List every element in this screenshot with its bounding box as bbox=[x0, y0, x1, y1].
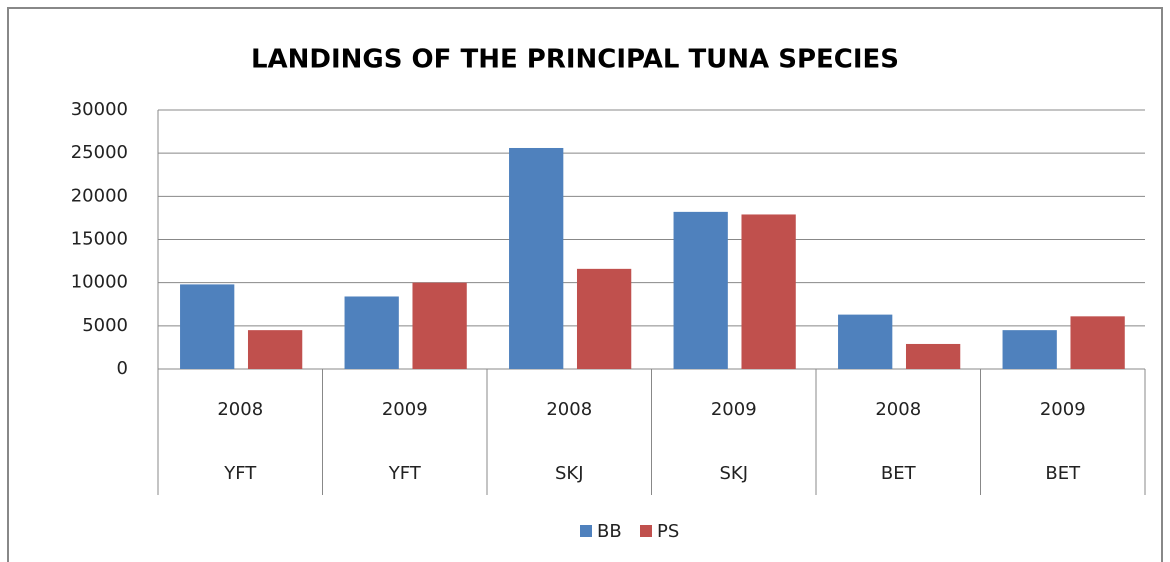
legend-label: BB bbox=[597, 521, 622, 542]
bar bbox=[247, 330, 303, 369]
y-tick-label: 10000 bbox=[71, 272, 128, 293]
bar bbox=[838, 314, 893, 369]
x-group-label: YFT bbox=[223, 463, 257, 484]
y-tick-label: 30000 bbox=[71, 99, 128, 120]
x-group-label: SKJ bbox=[719, 463, 748, 484]
bar bbox=[344, 296, 399, 369]
bar bbox=[1070, 316, 1125, 369]
x-tick-label: 2008 bbox=[875, 399, 921, 420]
x-group-label: SKJ bbox=[555, 463, 584, 484]
x-tick-label: 2009 bbox=[382, 399, 428, 420]
bar bbox=[1002, 330, 1057, 369]
x-group-label: BET bbox=[1045, 463, 1081, 484]
x-tick-label: 2008 bbox=[217, 399, 263, 420]
y-tick-label: 25000 bbox=[71, 142, 128, 163]
bar bbox=[741, 214, 796, 369]
y-tick-label: 15000 bbox=[71, 229, 128, 250]
legend-swatch bbox=[640, 525, 652, 537]
y-tick-label: 5000 bbox=[82, 315, 128, 336]
bar bbox=[576, 268, 632, 369]
y-tick-label: 20000 bbox=[71, 185, 128, 206]
bar bbox=[509, 147, 564, 369]
chart-frame bbox=[7, 7, 1163, 562]
x-tick-label: 2008 bbox=[546, 399, 592, 420]
legend-swatch bbox=[580, 525, 592, 537]
chart-title: LANDINGS OF THE PRINCIPAL TUNA SPECIES bbox=[251, 45, 899, 75]
x-group-label: BET bbox=[881, 463, 917, 484]
legend-label: PS bbox=[657, 521, 679, 542]
y-tick-label: 0 bbox=[117, 358, 128, 379]
x-tick-label: 2009 bbox=[1040, 399, 1086, 420]
bar bbox=[673, 211, 728, 369]
x-tick-label: 2009 bbox=[711, 399, 757, 420]
bar bbox=[412, 282, 467, 369]
x-group-label: YFT bbox=[388, 463, 422, 484]
bar bbox=[180, 284, 235, 369]
bar bbox=[905, 343, 961, 369]
